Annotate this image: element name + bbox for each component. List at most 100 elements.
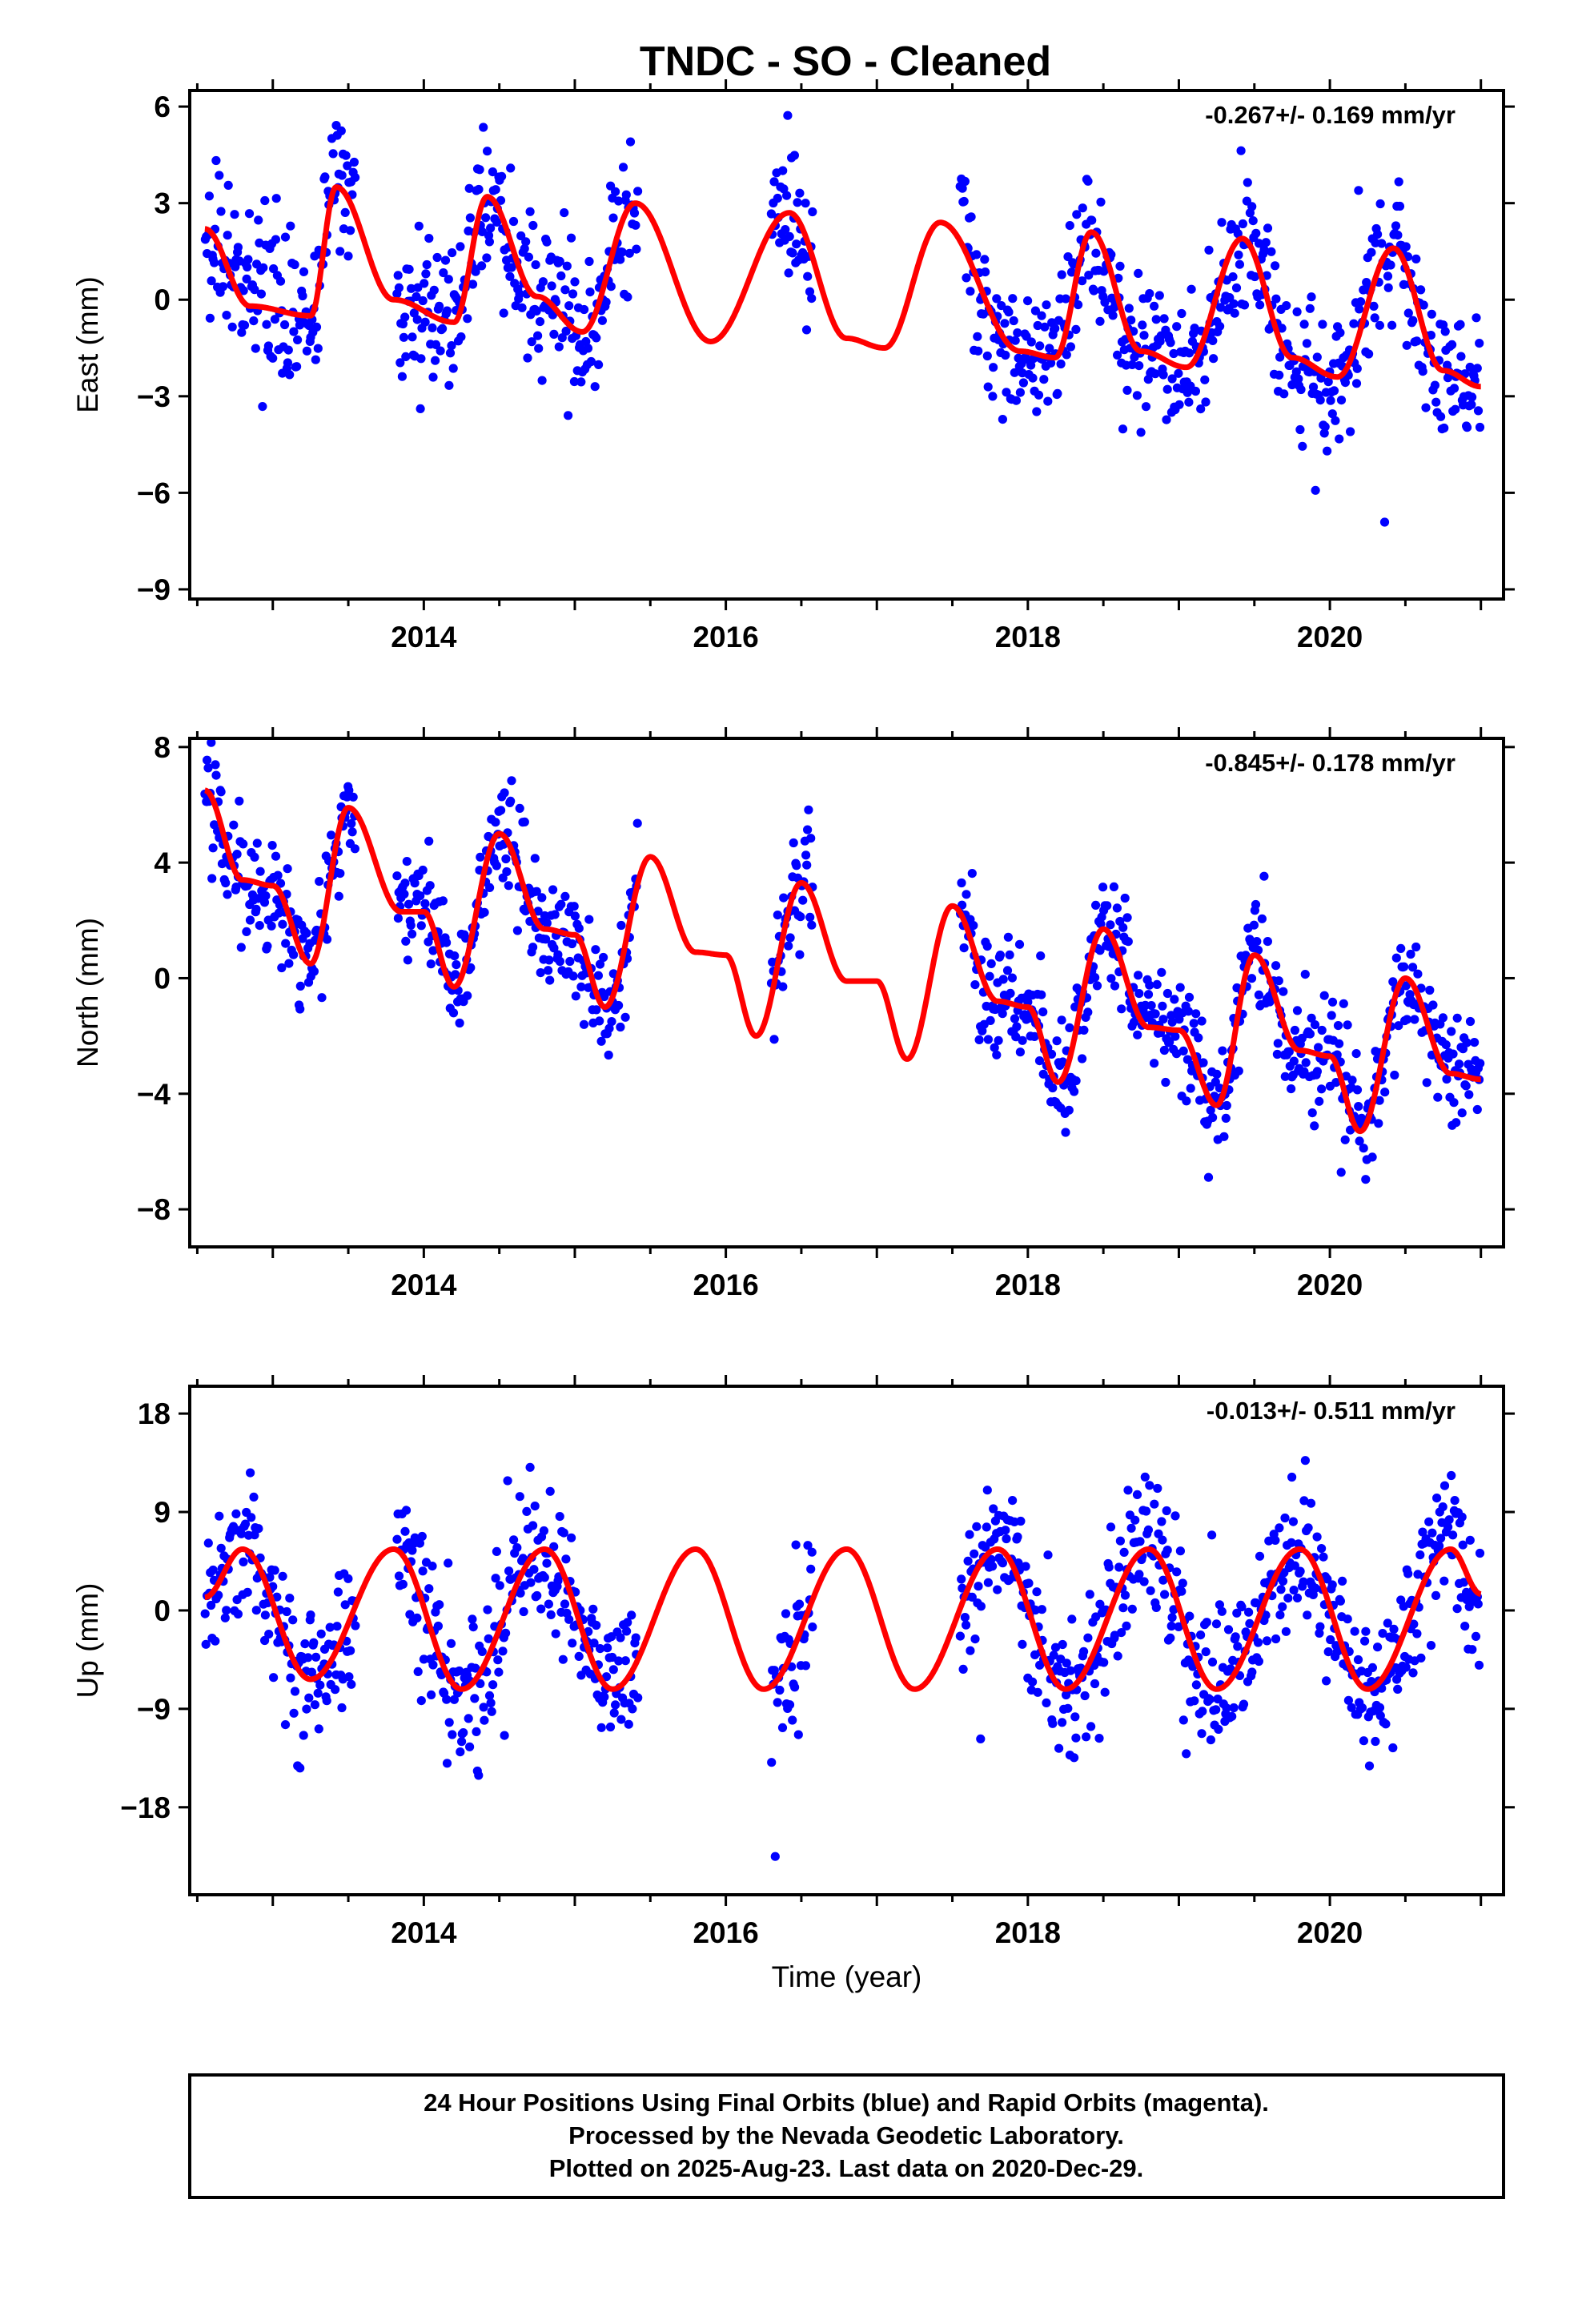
east-point xyxy=(351,173,360,183)
north-point xyxy=(277,963,287,973)
north-point xyxy=(553,950,563,959)
east-point xyxy=(1239,300,1250,310)
up-point xyxy=(405,1610,415,1619)
caption-line-1: 24 Hour Positions Using Final Orbits (bl… xyxy=(424,2089,1269,2117)
east-point xyxy=(1115,261,1125,271)
east-point xyxy=(399,332,408,342)
up-point xyxy=(561,1554,571,1564)
east-point xyxy=(1418,367,1427,376)
north-point xyxy=(485,883,495,892)
east-point xyxy=(974,346,983,356)
up-point xyxy=(313,1688,323,1698)
east-point xyxy=(488,167,498,177)
north-point xyxy=(1064,1105,1074,1115)
east-point xyxy=(506,163,516,173)
east-point xyxy=(564,301,574,311)
up-frame xyxy=(188,1385,1505,1896)
east-point xyxy=(629,208,640,218)
north-point xyxy=(1189,1019,1199,1028)
north-point xyxy=(802,860,812,870)
north-point xyxy=(541,935,551,944)
north-point xyxy=(392,871,402,881)
up-point xyxy=(1415,1550,1425,1560)
east-point xyxy=(1439,423,1449,433)
east-point xyxy=(1250,271,1259,282)
north-point xyxy=(1162,988,1172,999)
north-point xyxy=(1312,1067,1322,1076)
east-point xyxy=(966,287,975,296)
east-point xyxy=(1326,396,1335,405)
east-point xyxy=(1169,348,1178,359)
east-point xyxy=(1010,336,1020,345)
east-point xyxy=(782,191,792,200)
east-point xyxy=(1352,364,1362,373)
east-point xyxy=(258,402,267,412)
east-point xyxy=(262,320,271,329)
east-point xyxy=(564,411,573,420)
east-point xyxy=(621,190,631,199)
north-point xyxy=(267,921,276,931)
north-point xyxy=(1038,1007,1048,1017)
east-panel: 2014 2016 2018 2020 6 3 0 −3 −6 −9 East (mm) -0.267… xyxy=(71,79,1515,653)
up-point xyxy=(400,1526,410,1536)
north-point xyxy=(504,881,513,891)
north-point xyxy=(420,899,430,908)
east-point xyxy=(531,260,540,270)
east-point xyxy=(1015,388,1025,397)
north-point xyxy=(1191,1009,1201,1019)
north-point xyxy=(273,870,283,880)
east-point xyxy=(468,279,478,289)
east-point xyxy=(1336,396,1347,405)
north-point xyxy=(1271,961,1281,971)
north-point xyxy=(1336,1168,1346,1177)
east-point xyxy=(1335,328,1345,338)
up-point xyxy=(433,1621,444,1631)
north-point xyxy=(1146,1001,1156,1011)
north-point xyxy=(1106,920,1115,930)
up-point xyxy=(504,1566,514,1576)
east-point xyxy=(1158,370,1168,380)
east-point xyxy=(298,291,307,301)
east-point xyxy=(343,251,353,261)
north-point xyxy=(1335,1039,1344,1048)
up-point xyxy=(1475,1548,1485,1558)
east-point xyxy=(1377,239,1387,248)
up-point xyxy=(1233,1642,1243,1651)
north-point xyxy=(1003,932,1013,942)
east-point xyxy=(1440,327,1450,336)
north-point xyxy=(1433,1092,1443,1102)
east-point xyxy=(617,247,627,257)
north-point xyxy=(315,877,324,887)
north-point xyxy=(1399,962,1409,971)
east-point xyxy=(484,237,495,247)
east-point xyxy=(1091,248,1101,258)
east-point xyxy=(1451,404,1460,414)
up-point xyxy=(1381,1719,1391,1729)
east-point xyxy=(1247,202,1257,211)
north-point xyxy=(970,980,980,990)
up-point xyxy=(1373,1642,1383,1652)
north-point xyxy=(407,929,417,939)
up-point xyxy=(337,1703,347,1713)
north-point xyxy=(1117,1004,1126,1014)
up-point xyxy=(1166,1633,1175,1642)
east-point xyxy=(1379,517,1390,527)
up-point xyxy=(532,1590,542,1601)
east-point xyxy=(269,264,279,274)
east-point xyxy=(633,187,643,196)
up-point xyxy=(1016,1516,1026,1526)
up-point xyxy=(770,1852,780,1861)
up-point xyxy=(1037,1605,1046,1614)
north-point xyxy=(616,920,626,931)
north-point xyxy=(289,950,299,959)
north-point xyxy=(1203,1172,1214,1182)
up-xtick-label: 2016 xyxy=(693,1916,758,1949)
east-point xyxy=(1275,352,1285,362)
east-point xyxy=(959,196,969,207)
east-point xyxy=(1251,228,1261,238)
up-point xyxy=(960,1613,970,1622)
up-point xyxy=(1360,1636,1370,1646)
up-point xyxy=(509,1535,519,1545)
north-point xyxy=(347,827,357,837)
up-point xyxy=(1326,1634,1335,1645)
